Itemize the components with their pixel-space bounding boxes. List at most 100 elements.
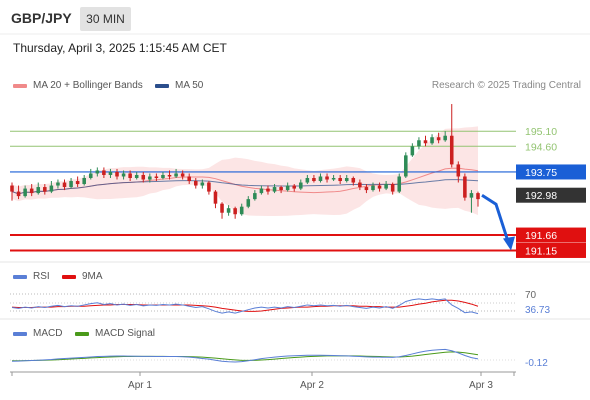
candle-body: [436, 137, 441, 141]
candle-body: [299, 182, 303, 189]
x-label-apr3: Apr 3: [469, 380, 493, 391]
candle-body: [312, 178, 316, 182]
legend-macd-label: MACD: [33, 328, 63, 339]
resistance-2-label: 195.10: [525, 126, 557, 138]
candle-body: [410, 146, 415, 156]
candle-body: [423, 140, 428, 144]
candle-body: [476, 193, 480, 200]
bollinger-bands: [11, 126, 479, 216]
legend-rsi-ma: 9MA: [62, 271, 103, 282]
resistance-1-label: 194.60: [525, 141, 557, 153]
candle-body: [220, 203, 224, 213]
candle-body: [364, 187, 369, 191]
rsi-line: [11, 298, 479, 315]
candle-body: [305, 178, 310, 183]
legend-rsi-ma-label: 9MA: [82, 271, 103, 282]
candle-body: [207, 182, 211, 192]
candle-body: [187, 176, 191, 182]
candle-body: [417, 140, 421, 147]
candle-body: [141, 174, 146, 180]
candle-body: [82, 178, 86, 185]
macd-value-label: -0.12: [525, 358, 548, 369]
ma50-swatch-icon: [155, 83, 169, 88]
pivot-label: 193.75: [525, 167, 557, 179]
pivot-tag: [516, 164, 586, 180]
candle-body: [430, 137, 434, 144]
candle-body: [443, 135, 447, 141]
candle-body: [456, 164, 461, 177]
rsi-70-label: 70: [525, 290, 537, 301]
candle-body: [331, 178, 336, 180]
rsi-ma-line: [11, 299, 479, 312]
candle-body: [384, 184, 388, 189]
candle-body: [213, 191, 218, 204]
candle-body: [102, 170, 106, 175]
macd-line: [11, 348, 479, 363]
candle-body: [128, 173, 132, 178]
candle-body: [390, 184, 395, 192]
legend-bollinger: MA 20 + Bollinger Bands: [13, 80, 143, 91]
candle-body: [292, 185, 297, 189]
candle-body: [62, 182, 67, 188]
candle-body: [377, 185, 382, 189]
macd-signal-swatch-icon: [75, 331, 89, 336]
legend-macd-signal: MACD Signal: [75, 328, 155, 339]
macd-signal-line: [12, 351, 479, 362]
candle-body: [180, 173, 185, 177]
candle-body: [23, 188, 27, 197]
bollinger-band-area: [12, 126, 478, 216]
candle-body: [338, 178, 342, 182]
legend-macd: MACD: [13, 328, 62, 339]
legend-macd-signal-label: MACD Signal: [95, 328, 156, 339]
candle-body: [279, 187, 283, 191]
candle-body: [154, 176, 159, 178]
candle-body: [463, 176, 467, 198]
candlestick-series: [10, 104, 480, 219]
legend-bollinger-label: MA 20 + Bollinger Bands: [33, 80, 143, 91]
research-credit: Research © 2025 Trading Central: [431, 80, 581, 91]
last-price-label: 192.98: [525, 190, 557, 202]
candle-body: [449, 135, 454, 165]
bollinger-swatch-icon: [13, 83, 27, 88]
candle-body: [95, 170, 100, 174]
candle-body: [174, 173, 178, 177]
projection-arrowhead-icon: [503, 236, 515, 251]
support-2-tag: [516, 242, 586, 258]
legend-ma50-label: MA 50: [175, 80, 204, 91]
candle-body: [239, 206, 244, 215]
candle-body: [371, 185, 375, 191]
projection-arrow: [481, 193, 511, 245]
support-2-label: 191.15: [525, 245, 557, 257]
x-label-apr2: Apr 2: [300, 380, 324, 391]
candle-body: [69, 181, 73, 188]
last-price-tag: [516, 187, 586, 203]
candle-body: [272, 187, 277, 192]
candle-body: [10, 185, 14, 192]
chart-header: GBP/JPY 30 MIN: [0, 0, 590, 34]
candle-body: [200, 182, 205, 186]
candle-body: [75, 181, 80, 185]
chart-grid: [0, 33, 590, 320]
candle-body: [325, 176, 329, 180]
candle-body: [88, 173, 93, 178]
candle-body: [285, 185, 290, 191]
support-1-label: 191.66: [525, 230, 557, 242]
candle-body: [344, 178, 349, 182]
candle-body: [148, 176, 152, 180]
chart-datetime: Thursday, April 3, 2025 1:15:45 AM CET: [13, 41, 227, 55]
candle-body: [469, 193, 474, 198]
candle-body: [134, 174, 139, 178]
candle-body: [193, 181, 198, 186]
candle-body: [16, 191, 21, 197]
rsi-ma-swatch-icon: [62, 274, 76, 279]
legend-rsi: RSI: [13, 271, 50, 282]
timeframe-button[interactable]: 30 MIN: [80, 7, 131, 31]
macd-swatch-icon: [13, 331, 27, 336]
candle-body: [226, 208, 231, 213]
candle-body: [318, 176, 323, 182]
candle-body: [253, 193, 257, 200]
candle-body: [29, 188, 34, 194]
candle-body: [351, 178, 356, 183]
candle-body: [36, 187, 41, 194]
